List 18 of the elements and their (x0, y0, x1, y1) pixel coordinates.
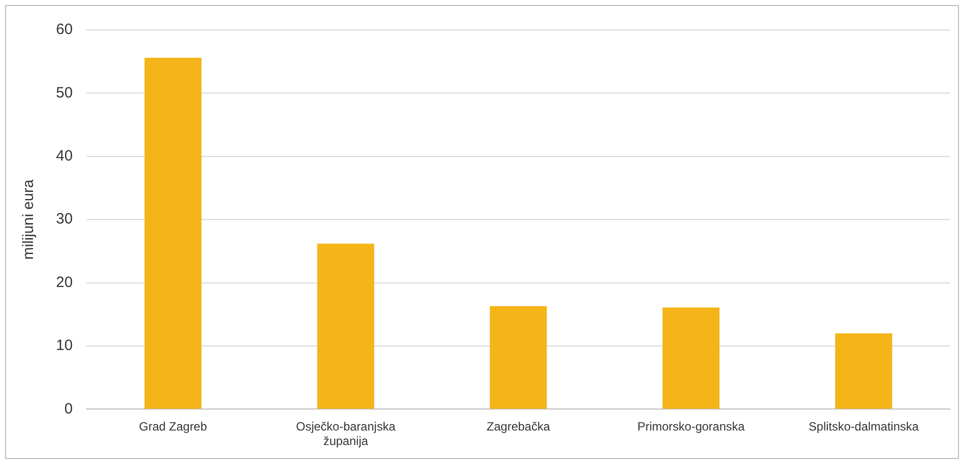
y-tick-label: 10 (56, 337, 73, 354)
bar (835, 333, 892, 409)
bar (490, 306, 547, 409)
y-tick-label: 40 (56, 148, 73, 165)
y-tick-label: 20 (56, 274, 73, 291)
y-axis-title: milijuni eura (20, 178, 38, 260)
x-tick-label: Zagrebačka (486, 420, 550, 434)
x-tick-label: Grad Zagreb (138, 420, 208, 434)
x-tick-label: Splitsko-dalmatinska (808, 420, 920, 434)
bar (317, 244, 374, 409)
y-tick-label: 60 (56, 21, 73, 38)
bar (662, 307, 720, 409)
x-tick-label: Osječko-baranjska županija (296, 420, 396, 448)
y-tick-label: 0 (64, 400, 73, 418)
y-tick-label: 30 (56, 210, 73, 228)
y-tick-label: 50 (56, 84, 73, 102)
bar (144, 58, 202, 409)
x-tick-label: Primorsko-goranska (637, 420, 746, 434)
